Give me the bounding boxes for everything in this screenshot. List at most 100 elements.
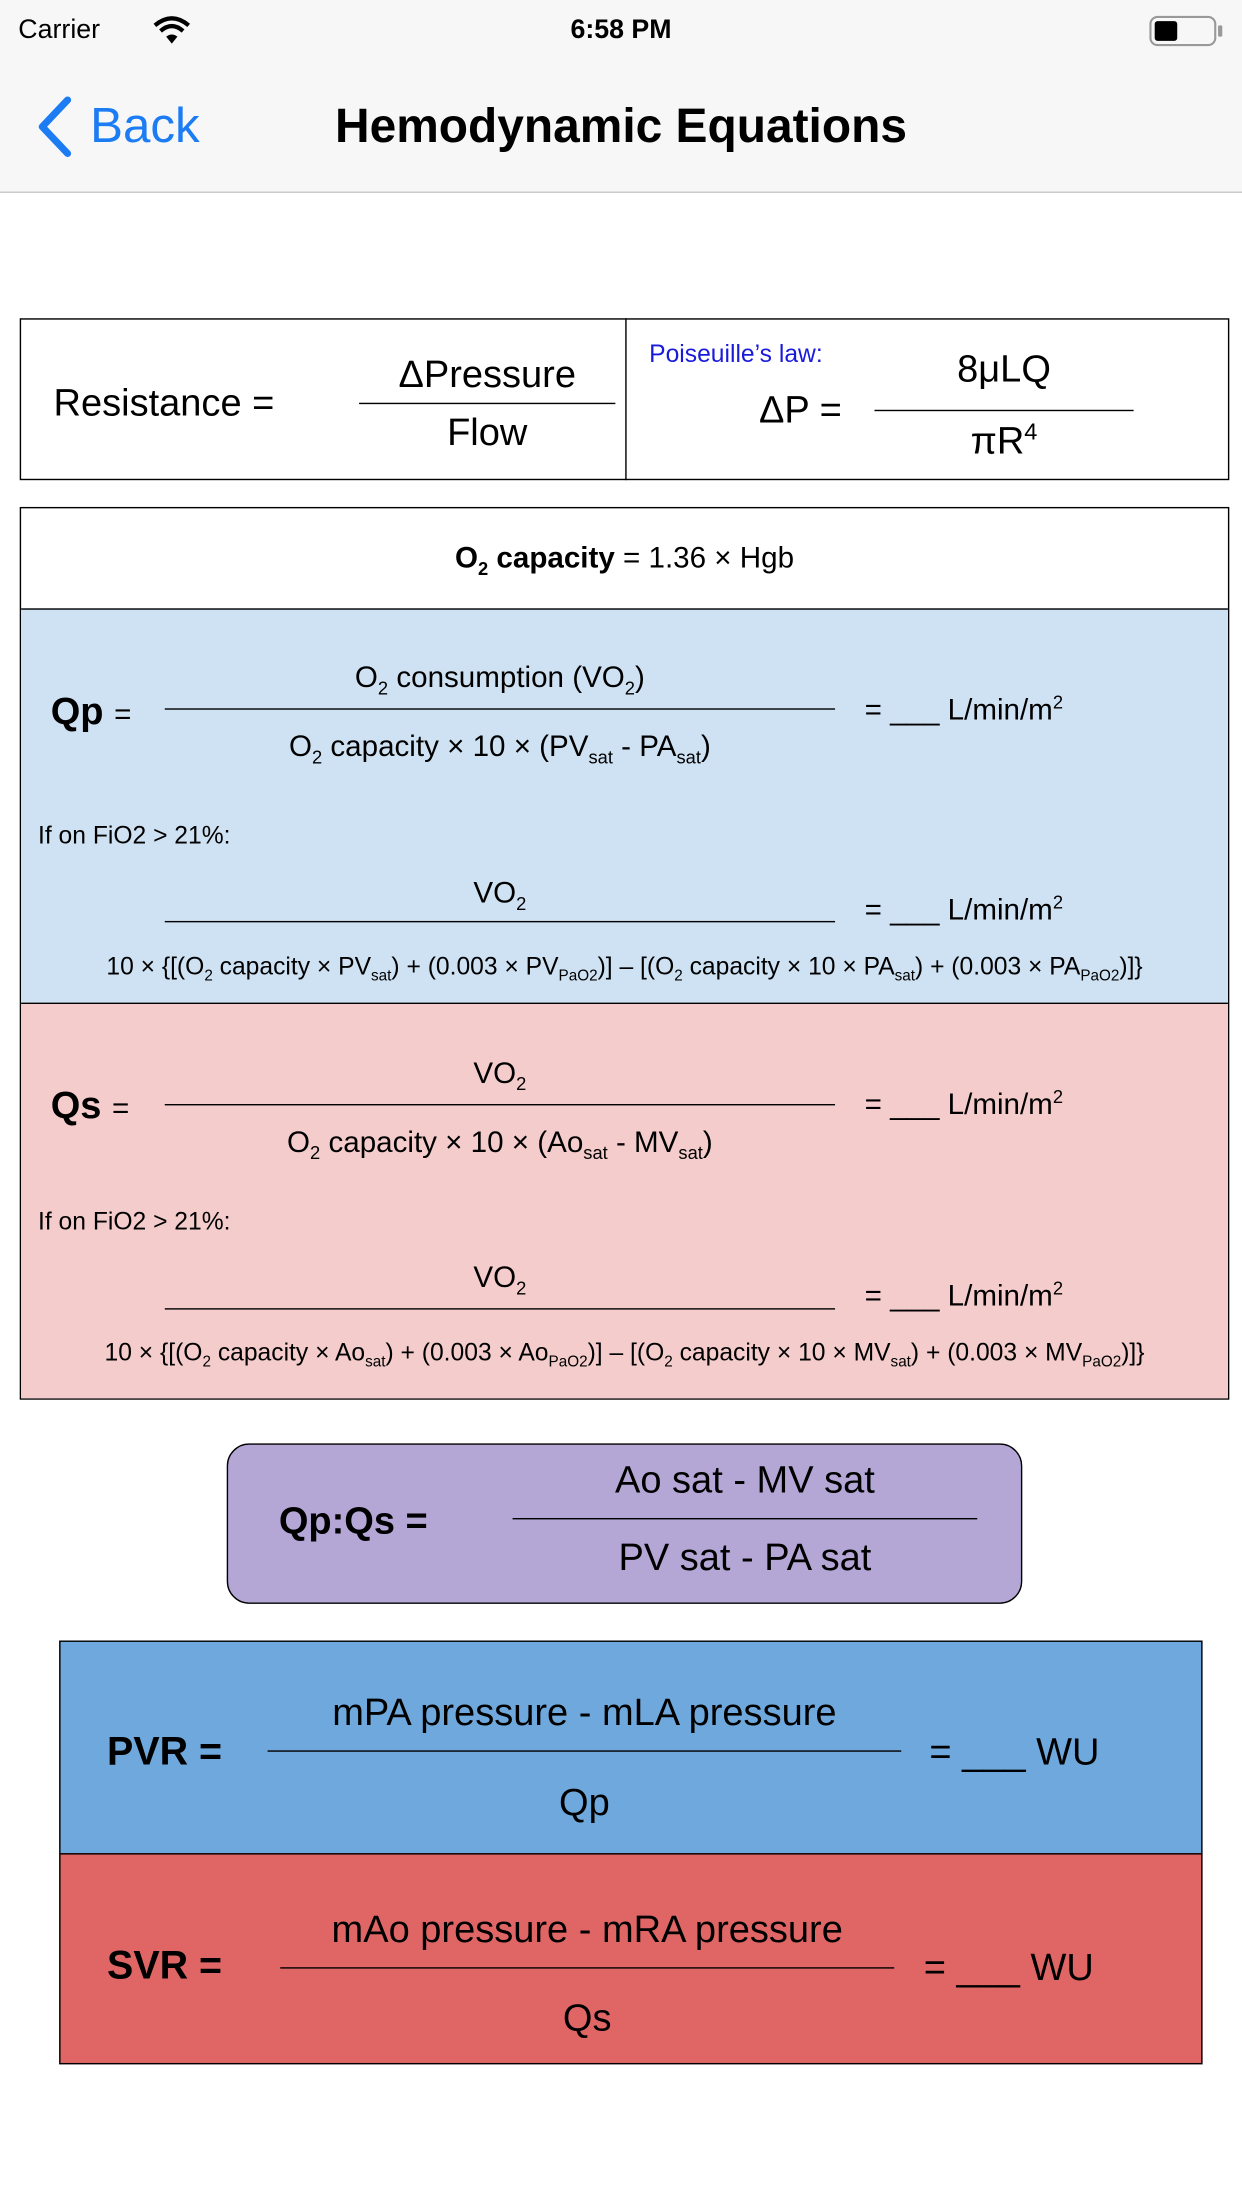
result: = ___ WU — [929, 1730, 1100, 1773]
denominator: 10 × {[(O2 capacity × PVsat) + (0.003 × … — [20, 948, 1230, 985]
text-run: capacity × 10 × PA — [682, 951, 895, 981]
nav-title: Hemodynamic Equations — [334, 99, 907, 154]
carrier: Carrier — [18, 15, 101, 46]
denominator: Flow — [447, 411, 528, 454]
fio2-note: If on FiO2 > 21%: — [38, 1206, 231, 1235]
resistance-box — [19, 318, 1230, 481]
subscript: PaO2 — [1080, 967, 1120, 985]
pvr-box — [59, 1640, 1203, 1855]
text-run: capacity × PV — [212, 951, 372, 981]
text-run: ) + (0.003 × PA — [915, 951, 1081, 981]
numerator: Ao sat - MV sat — [614, 1458, 875, 1502]
text-run: O — [287, 1126, 311, 1159]
subscript: 2 — [310, 1142, 321, 1164]
denominator-text: πR — [970, 419, 1025, 462]
text-run: ) + (0.003 × Ao — [385, 1337, 549, 1366]
text-run: VO — [473, 1261, 517, 1295]
back-label[interactable]: Back — [90, 98, 200, 154]
subscript: sat — [588, 746, 613, 768]
subscript: 2 — [664, 1353, 673, 1371]
denominator: Qp — [559, 1781, 610, 1824]
result: = ___ WU — [923, 1946, 1094, 1989]
text-run: )]} — [1119, 951, 1143, 981]
qp-label: Qp — [50, 689, 104, 733]
text-run: )] – [(O — [587, 1337, 665, 1366]
numerator: VO2 — [165, 1257, 835, 1299]
back-chevron — [38, 96, 72, 158]
text-run: ) — [635, 661, 645, 695]
subscript: sat — [365, 1353, 386, 1371]
text-run: capacity × 10 × MV — [672, 1337, 891, 1366]
subscript: PaO2 — [548, 1353, 588, 1371]
denominator: πR4 — [874, 415, 1133, 466]
qs-section — [21, 1004, 1228, 1399]
exponent: 2 — [1052, 1277, 1064, 1299]
qp-qs-box — [226, 1443, 1023, 1604]
numerator: ΔPressure — [398, 353, 576, 396]
text-run: ) — [700, 730, 711, 764]
subscript: PaO2 — [1082, 1353, 1122, 1371]
time: 6:58 PM — [570, 15, 672, 46]
subscript: 2 — [377, 677, 389, 699]
subscript: sat — [894, 967, 916, 985]
subscript: 2 — [202, 1353, 211, 1371]
oxygen-box — [19, 506, 1230, 1400]
text-run: - MV — [607, 1126, 679, 1159]
o2-capacity-formula: = 1.36 × Hgb — [623, 542, 795, 575]
text-run: )]} — [1121, 1337, 1145, 1366]
numerator: VO2 — [165, 873, 835, 915]
text-run: capacity — [488, 542, 615, 575]
text-run: VO — [473, 1057, 517, 1090]
subscript: 2 — [516, 1073, 527, 1095]
subscript: sat — [676, 746, 701, 768]
fio2-note: If on FiO2 > 21%: — [38, 820, 231, 850]
fraction-line — [359, 402, 616, 405]
text-run: consumption (VO — [388, 661, 625, 695]
svr-box — [59, 1853, 1203, 2065]
numerator: VO2 — [165, 1053, 835, 1095]
subscript: 2 — [516, 1277, 527, 1299]
text-run: )] – [(O — [597, 951, 675, 981]
text-run: capacity × 10 × (PV — [322, 730, 589, 764]
denominator: O2 capacity × 10 × (Aosat - MVsat) — [165, 1122, 835, 1164]
subscript: 2 — [516, 893, 527, 915]
divider — [625, 318, 627, 481]
equals: = — [112, 1092, 130, 1126]
qp-section — [21, 608, 1228, 1005]
result: = ___ L/min/m — [864, 1280, 1053, 1313]
text-run: capacity × 10 × (Ao — [320, 1126, 584, 1159]
text-run: 10 × {[(O — [106, 951, 205, 981]
poiseuille-note: Poiseuille’s law: — [649, 339, 823, 368]
numerator: mAo pressure - mRA pressure — [331, 1908, 843, 1951]
text-run: ) — [702, 1126, 713, 1159]
fraction-line — [164, 1103, 836, 1106]
text-run: O — [288, 730, 312, 764]
text-run: capacity × Ao — [210, 1337, 366, 1366]
result: = ___ L/min/m — [864, 694, 1053, 727]
numerator: mPA pressure - mLA pressure — [332, 1691, 837, 1734]
denominator: O2 capacity × 10 × (PVsat - PAsat) — [165, 727, 835, 769]
resistance-label: Resistance = — [53, 381, 275, 424]
exponent: 2 — [1052, 691, 1064, 713]
subscript: 2 — [624, 677, 636, 699]
numerator: O2 consumption (VO2) — [165, 658, 835, 700]
qp-qs-label: Qp:Qs = — [278, 1499, 428, 1542]
text-run: ) + (0.003 × PV — [391, 951, 559, 981]
exponent: 4 — [1024, 418, 1038, 445]
wifi-icon — [153, 16, 191, 44]
svr-label: SVR = — [107, 1943, 223, 1987]
fraction-line — [512, 1517, 978, 1520]
subscript: sat — [371, 967, 392, 985]
text-run: VO — [473, 877, 517, 910]
numerator: 8μLQ — [957, 347, 1051, 391]
subscript: PaO2 — [558, 967, 598, 985]
equals: = — [114, 698, 132, 731]
subscript: 2 — [204, 967, 213, 985]
exponent: 2 — [1052, 1085, 1064, 1108]
denominator: Qs — [562, 1996, 612, 2040]
poiseuille-label: ΔP = — [758, 388, 842, 431]
text-run: O — [454, 542, 479, 575]
fraction-line — [164, 920, 836, 923]
